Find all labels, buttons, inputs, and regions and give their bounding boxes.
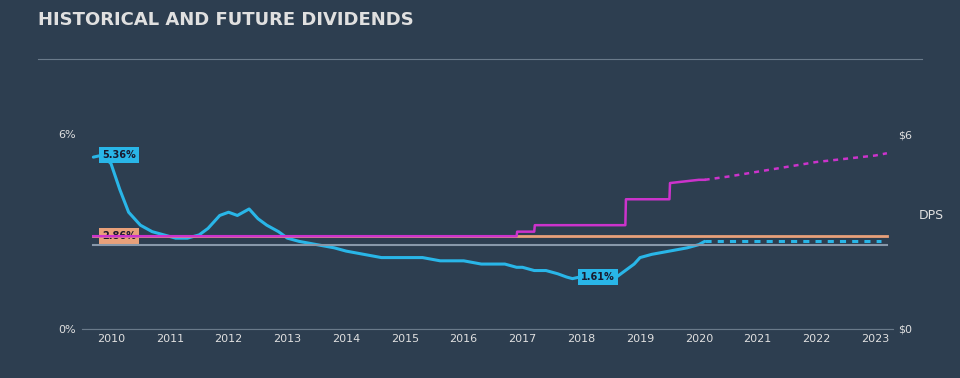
- Y-axis label: DPS: DPS: [920, 209, 945, 222]
- Text: 1.61%: 1.61%: [581, 272, 615, 282]
- Text: 5.36%: 5.36%: [102, 150, 136, 160]
- Text: 2.86%: 2.86%: [102, 231, 136, 241]
- Text: HISTORICAL AND FUTURE DIVIDENDS: HISTORICAL AND FUTURE DIVIDENDS: [38, 11, 414, 29]
